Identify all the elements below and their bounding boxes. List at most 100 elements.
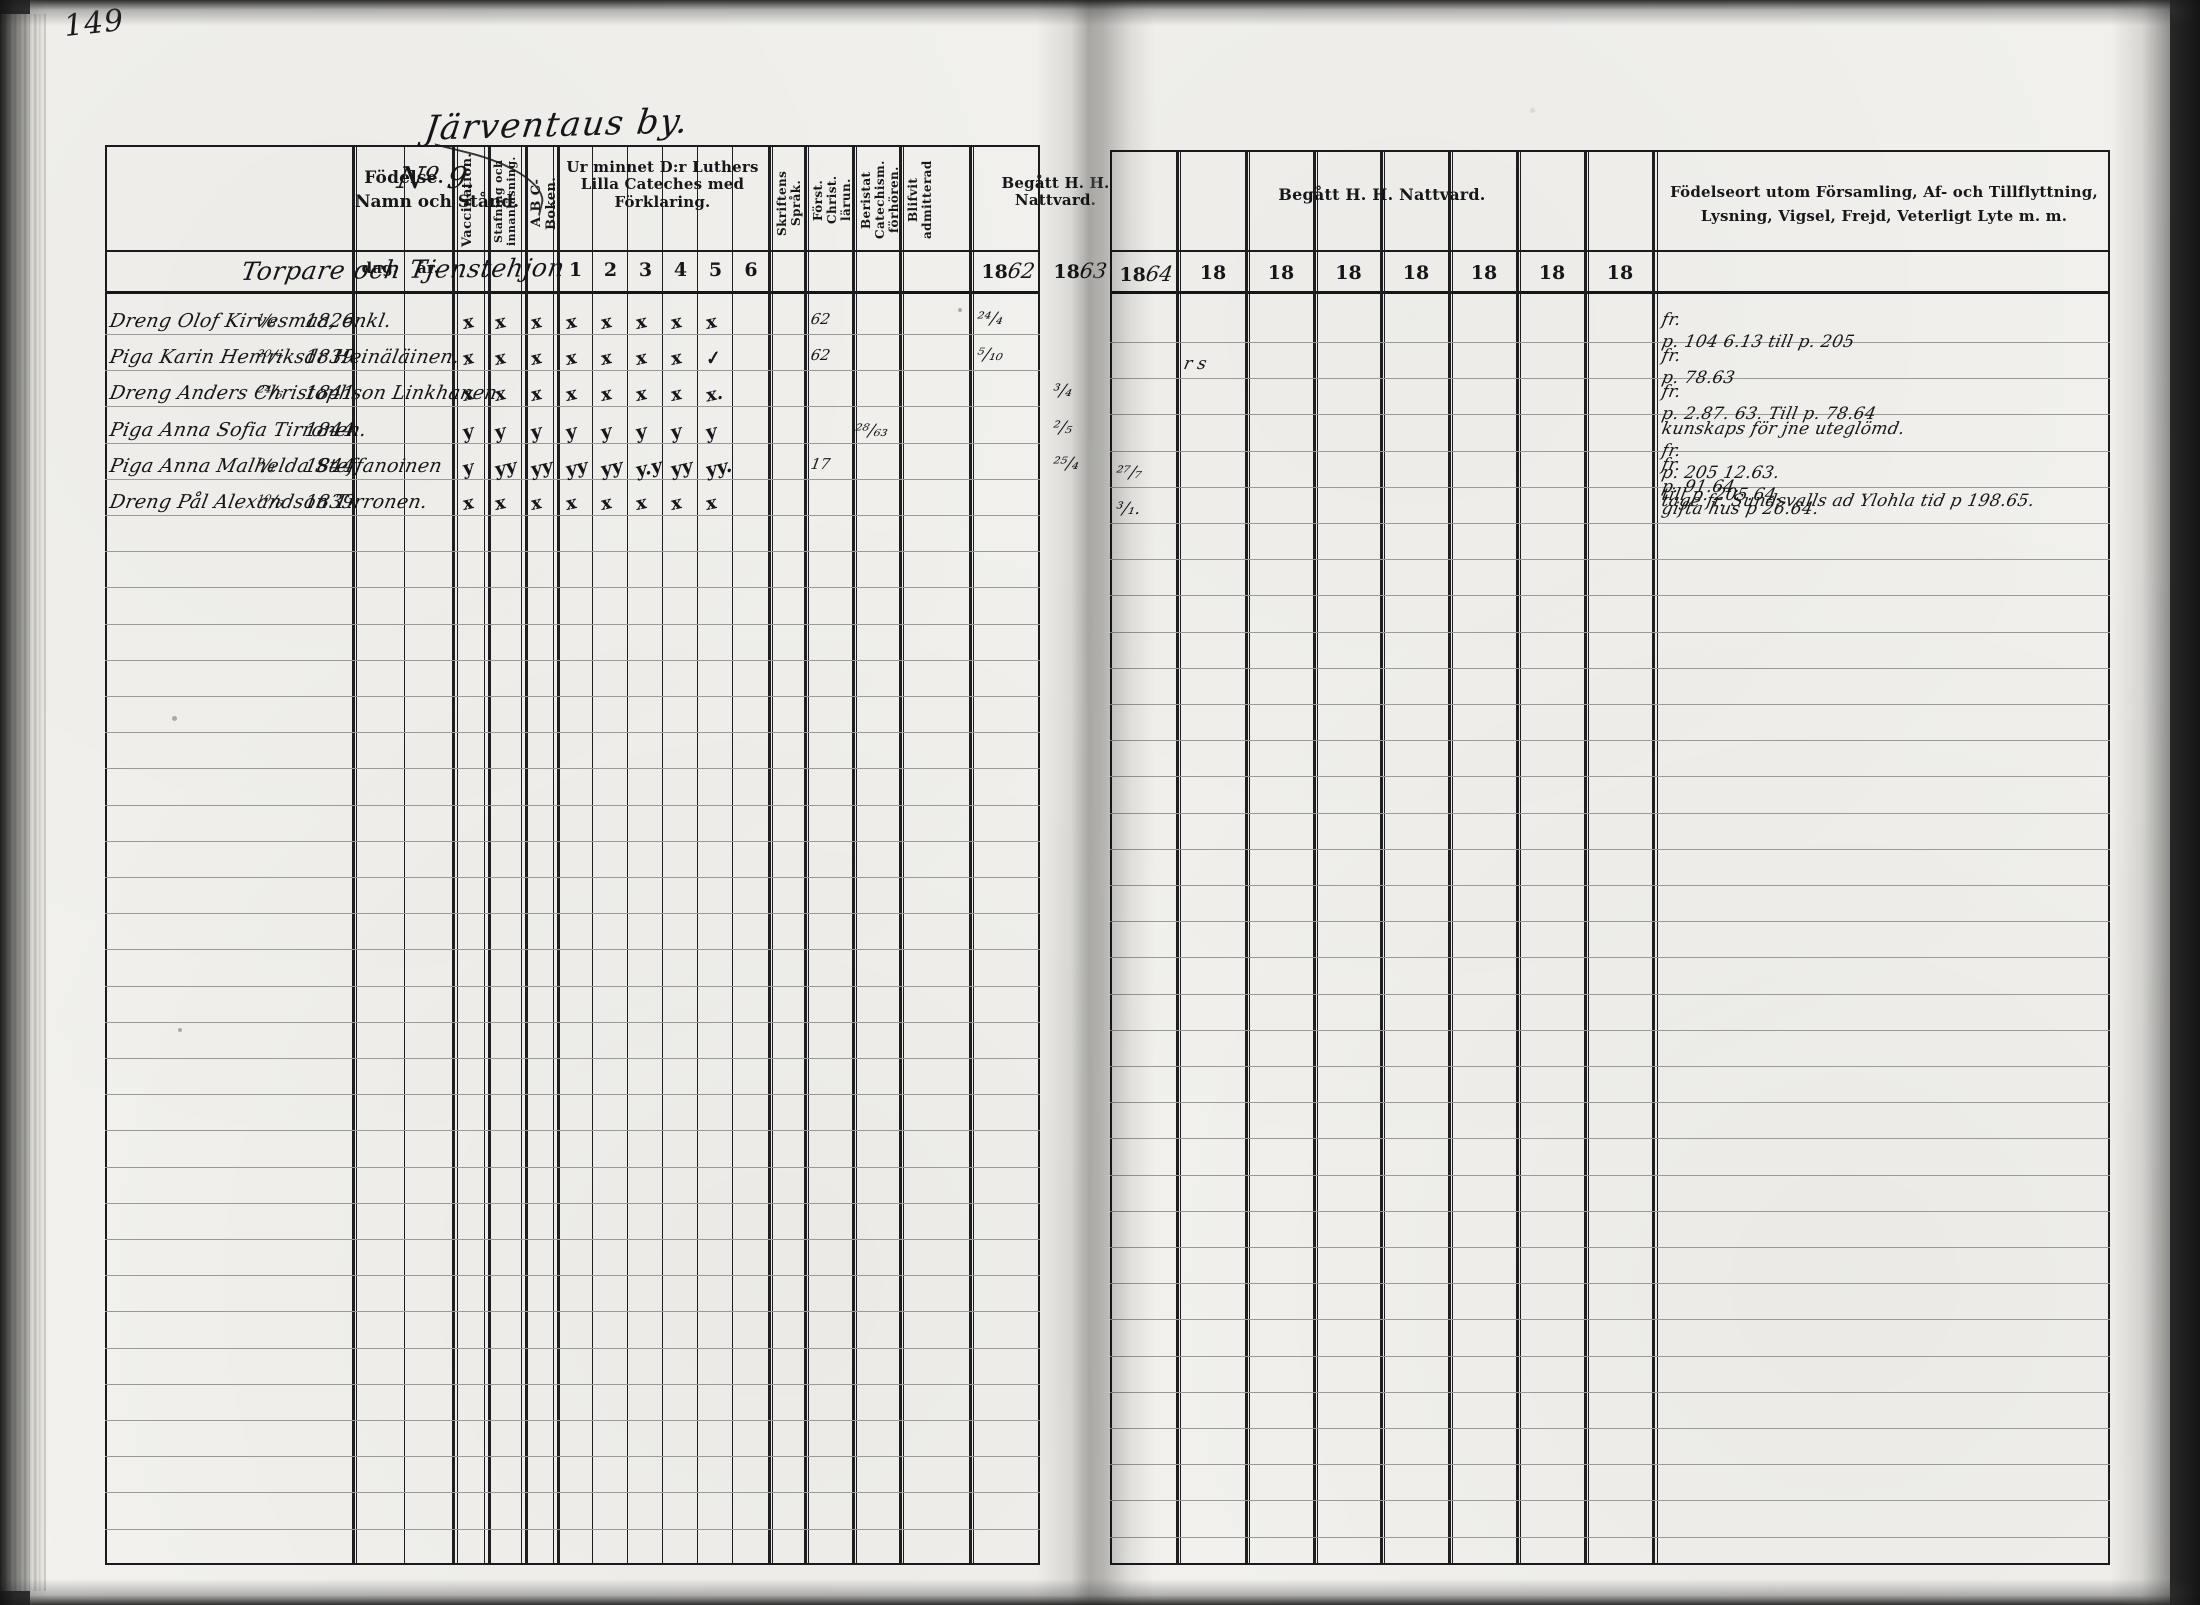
row-rule [105,1492,1040,1494]
entry-birth-year: 1841 [302,382,357,405]
row-rule [1110,776,2110,778]
right-year-col-3: 18 [1267,262,1295,284]
col-rule [662,147,663,1563]
paper-blemish [178,1028,182,1032]
row-rule [105,1130,1040,1132]
row-rule [105,696,1040,697]
row-rule [1110,957,2110,959]
col-rule [1588,152,1589,1563]
entry-mark: x [600,383,613,407]
entry-mark: x [600,346,613,371]
entry-mark: yy [530,454,554,482]
col-rule [1249,152,1250,1563]
col-rule [903,147,904,1563]
row-rule [1110,921,2110,923]
col-rule [852,147,855,1563]
right-page-mark: r s [1181,354,1209,375]
col-rule [768,147,771,1563]
entry-remark: kunskaps för jne uteglömd. [1660,418,1907,439]
catechesis-part-2: 2 [603,259,618,281]
row-rule [1110,1066,2110,1067]
header-communion-right: Begått H. H. Nattvard. [1278,185,1486,204]
row-rule [1110,704,2110,705]
row-rule [105,1239,1040,1240]
entry-mark: x [600,310,613,335]
entry-mark: y [705,419,718,444]
row-rule [1110,450,2110,452]
right-year-col-4: 18 [1335,262,1362,284]
row-rule [105,1311,1040,1313]
right-year-col-1: 1864 [1116,262,1176,286]
row-rule [1110,812,2110,814]
entry-mark: x [670,491,683,516]
row-rule [105,985,1040,987]
entry-birth-year: 1844 [302,418,357,441]
row-rule [1110,1138,2110,1140]
entry-mark: ✓ [705,346,722,371]
col-rule [804,147,807,1563]
entry-mark: x [530,346,543,371]
col-rule [1584,152,1587,1563]
col-rule [525,147,528,1563]
entry-mark: y [565,419,578,444]
entry-mark: x [462,346,475,371]
row-rule [1110,414,2110,416]
col-rule [899,147,902,1563]
entry-mark: x [494,310,507,335]
entry-mark: x [635,346,648,371]
entry-mark: x. [705,382,724,408]
row-rule [105,1202,1040,1204]
catechesis-part-3: 3 [638,259,653,281]
entry-mark: y [462,455,475,481]
entry-mark: x [635,310,648,335]
entry-remark: fr. [1660,382,1683,403]
entry-remark: fr. [1660,310,1683,330]
row-rule [105,804,1040,806]
row-rule [1110,1102,2110,1104]
year-handwritten: 62 [1006,259,1037,283]
paper-blemish [172,716,177,721]
row-rule [105,732,1040,734]
entry-remark: tage fr. Sundsvalls ad Ylohla tid p 198.… [1660,491,2037,511]
entry-mark: x [494,346,507,371]
row-rule [105,1058,1040,1059]
right-year-col-2: 18 [1199,262,1227,284]
entry-mark: x [705,310,718,335]
col-rule [484,147,485,1563]
entry-birth-day: ²⁴/₆ [254,383,286,404]
entry-mark: y [462,419,475,444]
col-rule [1180,152,1181,1563]
right-year-col-7: 18 [1538,262,1566,284]
row-rule [105,406,1040,408]
entry-mark: x [565,310,578,335]
household-number: Nº 9. [394,161,480,196]
header-scripture-language: Skriftens Språk. [775,170,803,236]
entry-mark: x [565,491,578,516]
row-rule [105,1094,1040,1096]
col-rule [1313,152,1316,1563]
row-rule [105,1347,1040,1349]
entry-communion-1862: ⁵/₁₀ [974,345,1006,366]
col-rule [1652,152,1655,1563]
row-rule [1110,1355,2110,1357]
entry-remark: fr. [1660,454,1683,475]
entry-birth-year: 1826 [302,310,357,332]
col-rule [772,147,773,1563]
year-prefix: 18 [1053,261,1080,283]
row-rule [1110,1029,2110,1031]
row-rule [1110,1391,2110,1393]
paper-blemish [1530,108,1535,113]
entry-mark: x [565,383,578,407]
col-rule [1452,152,1453,1563]
row-rule [1110,1174,2110,1176]
row-rule [1110,1428,2110,1429]
entry-mark: x [494,491,507,516]
entry-birth-year: 1839 [302,346,357,369]
entry-mark: y [530,419,543,444]
col-rule [488,147,491,1563]
row-rule [105,1420,1040,1421]
right-page-mark: ³/₁. [1113,499,1143,519]
right-register-table: Begått H. H. Nattvard. Födelseort utom F… [1110,150,2110,1565]
row-rule [1110,378,2110,380]
